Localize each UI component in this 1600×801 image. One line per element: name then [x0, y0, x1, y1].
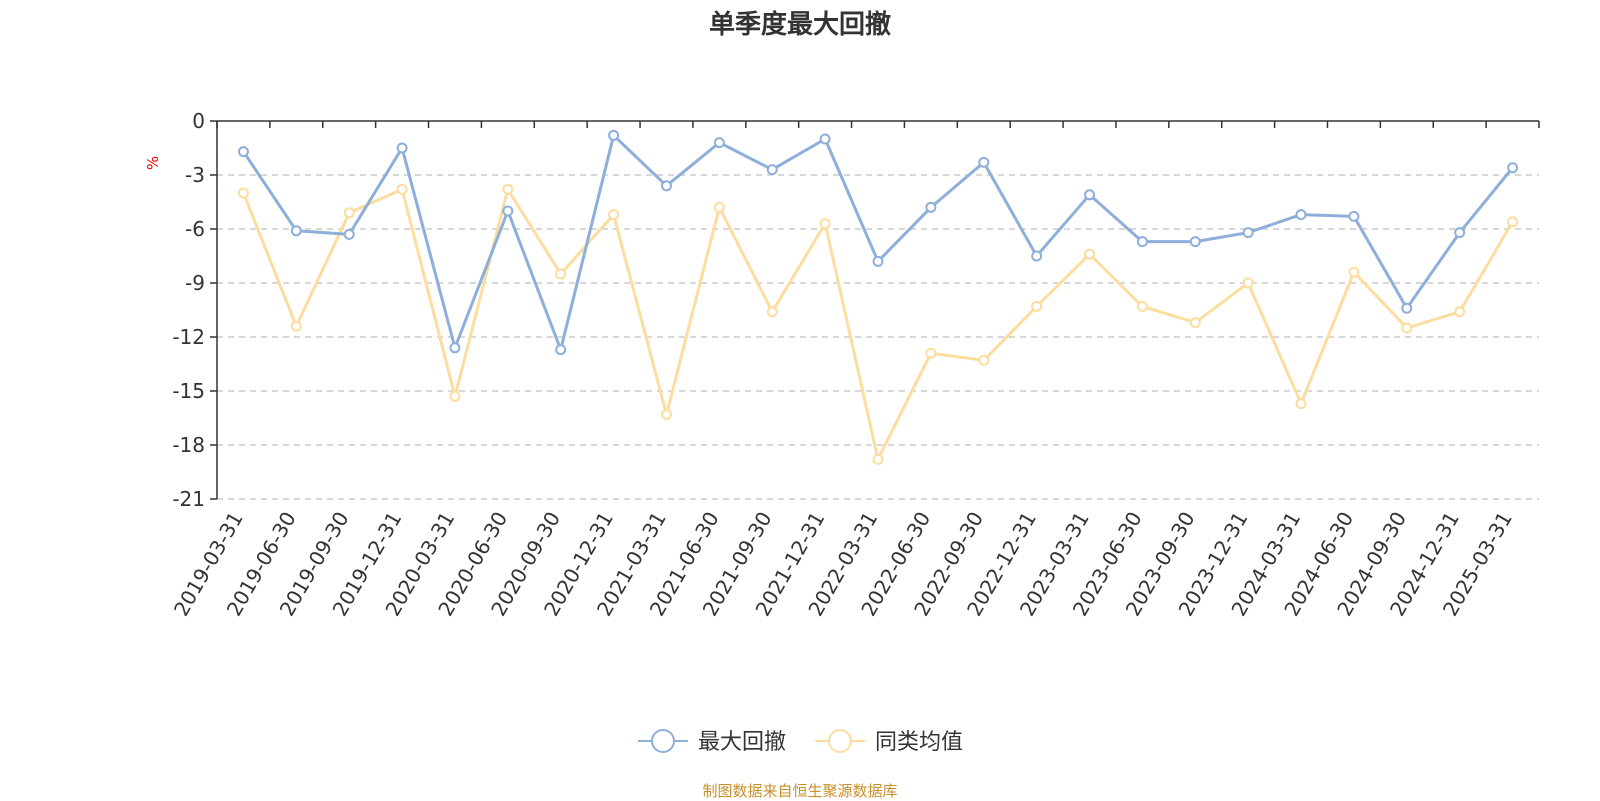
data-point[interactable]: [396, 183, 408, 195]
data-point[interactable]: [1031, 300, 1043, 312]
y-tick-label: -18: [172, 433, 205, 457]
data-point[interactable]: [713, 201, 725, 213]
data-point[interactable]: [819, 218, 831, 230]
data-point[interactable]: [1084, 189, 1096, 201]
data-point[interactable]: [502, 205, 514, 217]
data-point[interactable]: [290, 320, 302, 332]
data-point[interactable]: [290, 225, 302, 237]
data-point[interactable]: [1031, 250, 1043, 262]
data-point[interactable]: [978, 354, 990, 366]
grid-lines: [217, 174, 1539, 500]
legend-label: 同类均值: [875, 730, 963, 755]
y-tick-label: -6: [185, 217, 205, 241]
legend-item-1[interactable]: 最大回撤: [638, 729, 786, 755]
data-point[interactable]: [1401, 322, 1413, 334]
x-tick-labels: 2019-03-312019-06-302019-09-302019-12-31…: [169, 507, 1517, 620]
y-tick-label: -12: [172, 325, 205, 349]
source-note: 制图数据来自恒生聚源数据库: [702, 782, 898, 800]
data-point[interactable]: [1189, 236, 1201, 248]
y-tick-label: 0: [192, 109, 205, 133]
data-point[interactable]: [449, 390, 461, 402]
data-point[interactable]: [343, 228, 355, 240]
series-1: [237, 129, 1519, 356]
data-point[interactable]: [396, 142, 408, 154]
data-point[interactable]: [766, 164, 778, 176]
y-axis-unit-label: %: [144, 156, 162, 170]
data-point[interactable]: [978, 156, 990, 168]
data-point[interactable]: [819, 133, 831, 145]
y-tick-label: -15: [172, 379, 205, 403]
y-tick-label: -3: [185, 163, 205, 187]
data-point[interactable]: [1348, 266, 1360, 278]
data-point[interactable]: [660, 408, 672, 420]
y-tick-label: -21: [172, 487, 205, 511]
data-point[interactable]: [1295, 398, 1307, 410]
legend[interactable]: 最大回撤 同类均值: [638, 729, 963, 755]
data-point[interactable]: [1454, 306, 1466, 318]
series-2: [237, 183, 1519, 465]
data-point[interactable]: [1136, 236, 1148, 248]
data-point[interactable]: [660, 180, 672, 192]
y-tick-labels: 0 -3 -6 -9 -12 -15 -18 -21: [172, 109, 205, 511]
data-point[interactable]: [608, 129, 620, 141]
y-tick-label: -9: [185, 271, 205, 295]
data-point[interactable]: [1295, 209, 1307, 221]
data-point[interactable]: [872, 453, 884, 465]
data-point[interactable]: [1242, 277, 1254, 289]
data-point[interactable]: [1189, 317, 1201, 329]
legend-marker: [828, 729, 852, 753]
data-point[interactable]: [1348, 210, 1360, 222]
data-point[interactable]: [449, 342, 461, 354]
legend-label: 最大回撤: [698, 730, 786, 755]
legend-item-2[interactable]: 同类均值: [815, 729, 963, 755]
data-point[interactable]: [925, 201, 937, 213]
data-point[interactable]: [1242, 227, 1254, 239]
series-line: [242, 187, 1514, 461]
data-point[interactable]: [237, 187, 249, 199]
data-point[interactable]: [872, 255, 884, 267]
data-point[interactable]: [713, 137, 725, 149]
data-point[interactable]: [1507, 216, 1519, 228]
chart-title: 单季度最大回撤: [708, 10, 891, 40]
data-point[interactable]: [608, 209, 620, 221]
data-point[interactable]: [1401, 302, 1413, 314]
data-point[interactable]: [343, 207, 355, 219]
data-point[interactable]: [1084, 248, 1096, 260]
data-point[interactable]: [555, 344, 567, 356]
series: [237, 129, 1519, 465]
data-point[interactable]: [1454, 227, 1466, 239]
data-point[interactable]: [237, 146, 249, 158]
data-point[interactable]: [766, 306, 778, 318]
axes: [210, 120, 1540, 500]
data-point[interactable]: [1507, 162, 1519, 174]
legend-marker: [651, 729, 675, 753]
data-point[interactable]: [555, 268, 567, 280]
data-point[interactable]: [1136, 300, 1148, 312]
data-point[interactable]: [925, 347, 937, 359]
data-point[interactable]: [502, 183, 514, 195]
